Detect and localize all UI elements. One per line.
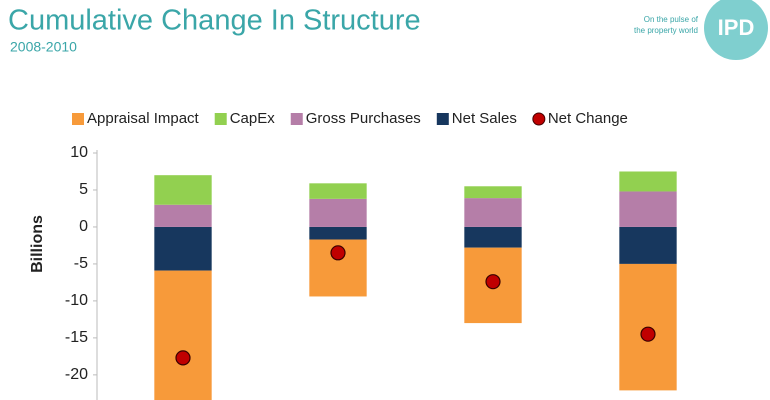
bar-segment xyxy=(309,226,367,240)
legend-marker xyxy=(532,112,546,126)
logo-tagline: the property world xyxy=(634,26,698,35)
bar-segment xyxy=(464,226,522,248)
bar-segment xyxy=(154,226,212,271)
bar-segment xyxy=(154,204,212,227)
y-tick-label: 5 xyxy=(79,181,88,198)
legend-label: Net Change xyxy=(548,110,628,127)
bar-segment xyxy=(309,183,367,199)
bar-segment xyxy=(464,186,522,199)
legend-marker xyxy=(290,113,303,125)
logo-text: IPD xyxy=(718,15,755,40)
y-tick-label: -15 xyxy=(65,329,88,346)
y-axis-label: Billions xyxy=(29,215,46,273)
y-tick-label: 0 xyxy=(79,218,88,235)
chart-title: Cumulative Change In Structure xyxy=(8,5,421,37)
bar-segment xyxy=(619,226,677,264)
bar-segment xyxy=(154,175,212,205)
point xyxy=(330,245,346,261)
point xyxy=(640,326,656,342)
bar-segment xyxy=(154,270,212,400)
point xyxy=(175,350,191,366)
bar-segment xyxy=(464,198,522,227)
y-tick-label: -5 xyxy=(74,255,88,272)
legend-label: Net Sales xyxy=(452,110,517,127)
bar-segment xyxy=(619,171,677,192)
y-tick-label: -20 xyxy=(65,366,88,383)
logo-circle xyxy=(704,0,768,60)
legend-marker xyxy=(72,113,84,125)
legend-label: CapEx xyxy=(230,110,276,127)
legend-label: Gross Purchases xyxy=(306,110,421,127)
y-tick-label: 10 xyxy=(70,144,88,161)
legend-marker xyxy=(436,113,449,125)
point xyxy=(485,274,501,290)
bar-segment xyxy=(309,198,367,227)
y-tick-label: -10 xyxy=(65,292,88,309)
legend-label: Appraisal Impact xyxy=(87,110,200,127)
logo-tagline: On the pulse of xyxy=(644,15,699,24)
chart-subtitle: 2008-2010 xyxy=(10,39,77,55)
bar-segment xyxy=(619,191,677,227)
legend-marker xyxy=(214,113,227,125)
